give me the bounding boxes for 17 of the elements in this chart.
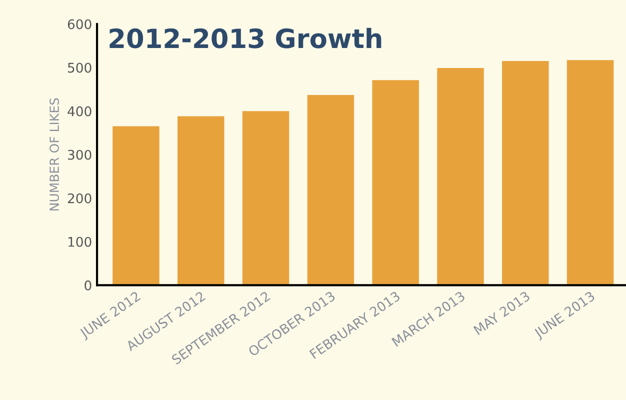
bar [242,111,290,286]
bar [112,126,160,286]
y-axis-title: NUMBER OF LIKES [50,98,60,210]
y-tick-label: 600 [68,19,92,30]
y-tick-label: 0 [84,280,92,290]
bar [437,68,484,286]
y-tick-label: 400 [68,106,92,116]
bar [307,94,354,286]
y-tick-label: 100 [68,236,92,247]
bar [178,116,224,286]
bar [502,61,549,286]
bar [372,80,419,286]
bar [566,60,614,286]
y-tick-label: 300 [68,150,92,160]
y-tick-label: 500 [68,62,92,73]
y-tick-label: 200 [68,193,92,204]
chart-title: 2012-2013 Growth [110,28,382,48]
